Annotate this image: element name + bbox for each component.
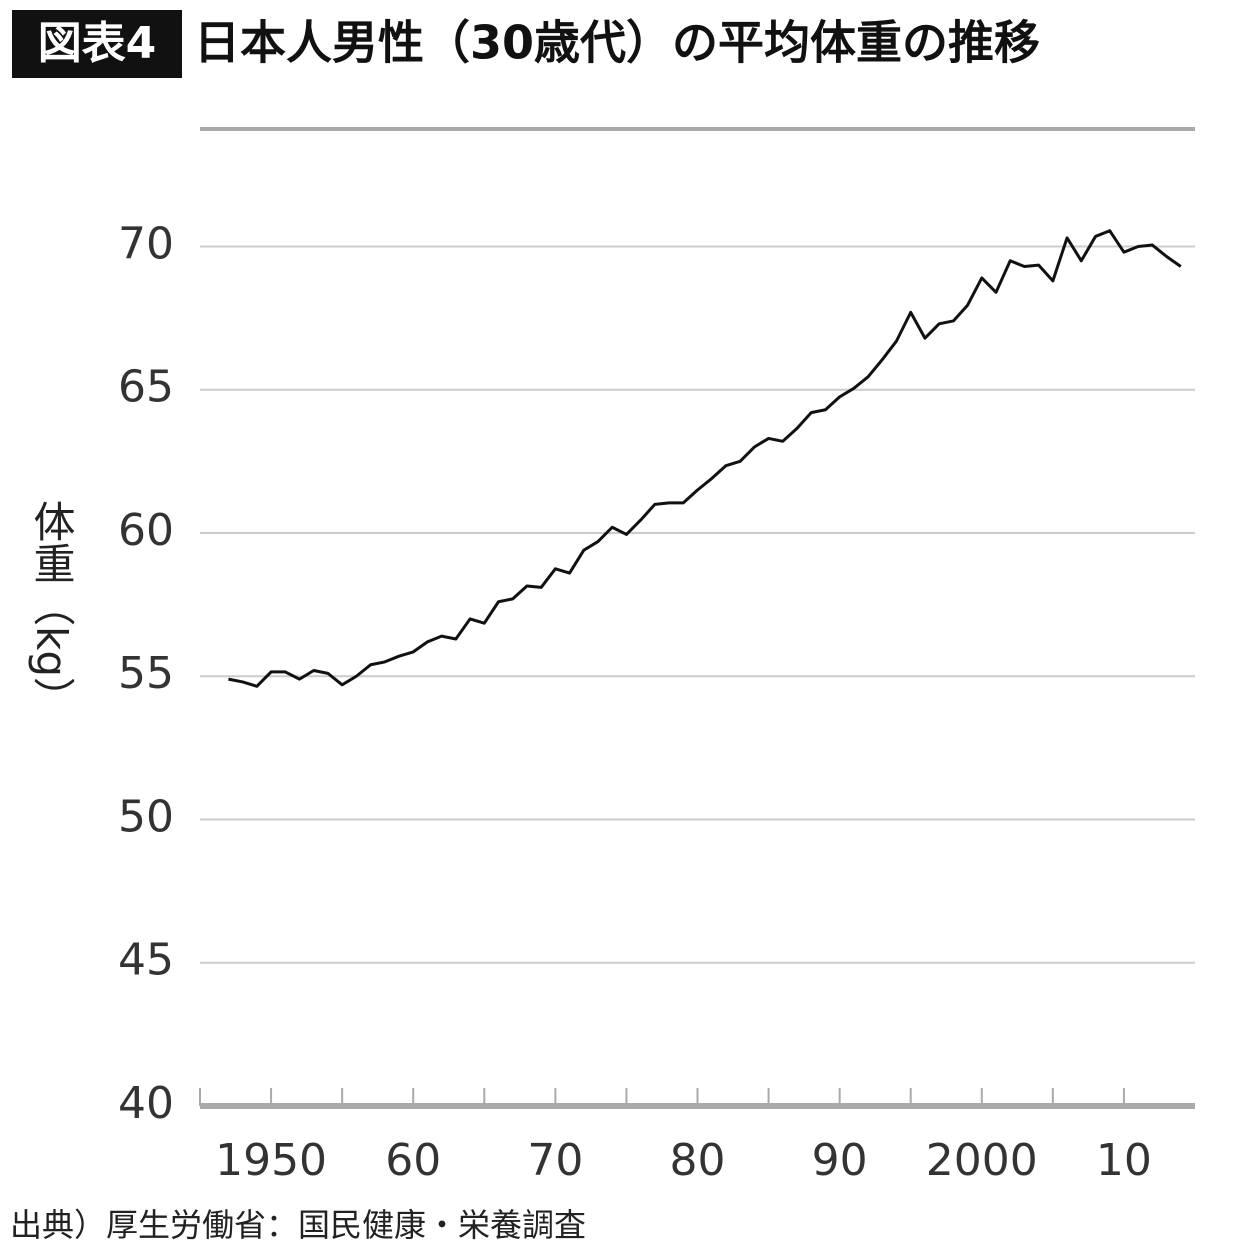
x-tick-label: 80 (670, 1135, 726, 1186)
x-tick-label: 70 (527, 1135, 583, 1186)
x-tick-label: 10 (1096, 1135, 1152, 1186)
y-tick-label: 50 (118, 791, 174, 842)
x-tick-label: 1950 (215, 1135, 327, 1186)
y-tick-label: 65 (118, 362, 174, 413)
x-tick-label: 60 (385, 1135, 441, 1186)
badge-box (12, 10, 182, 78)
data-line (228, 229, 1182, 688)
y-axis-label: 体重（kg） (27, 500, 76, 719)
y-tick-label: 40 (118, 1078, 174, 1129)
source: 出典）厚生労働省：国民健康・栄養調査 (10, 1206, 587, 1244)
x-tick-label: 90 (812, 1135, 868, 1186)
y-tick-label: 60 (118, 505, 174, 556)
x-tick-label: 2000 (926, 1135, 1038, 1186)
y-tick-label: 45 (118, 935, 174, 986)
y-tick-label: 70 (118, 218, 174, 269)
y-tick-label: 55 (118, 648, 174, 699)
badge: 図表4 (38, 18, 157, 69)
chart-title: 日本人男性（30歳代）の平均体重の推移 (194, 16, 1040, 70)
